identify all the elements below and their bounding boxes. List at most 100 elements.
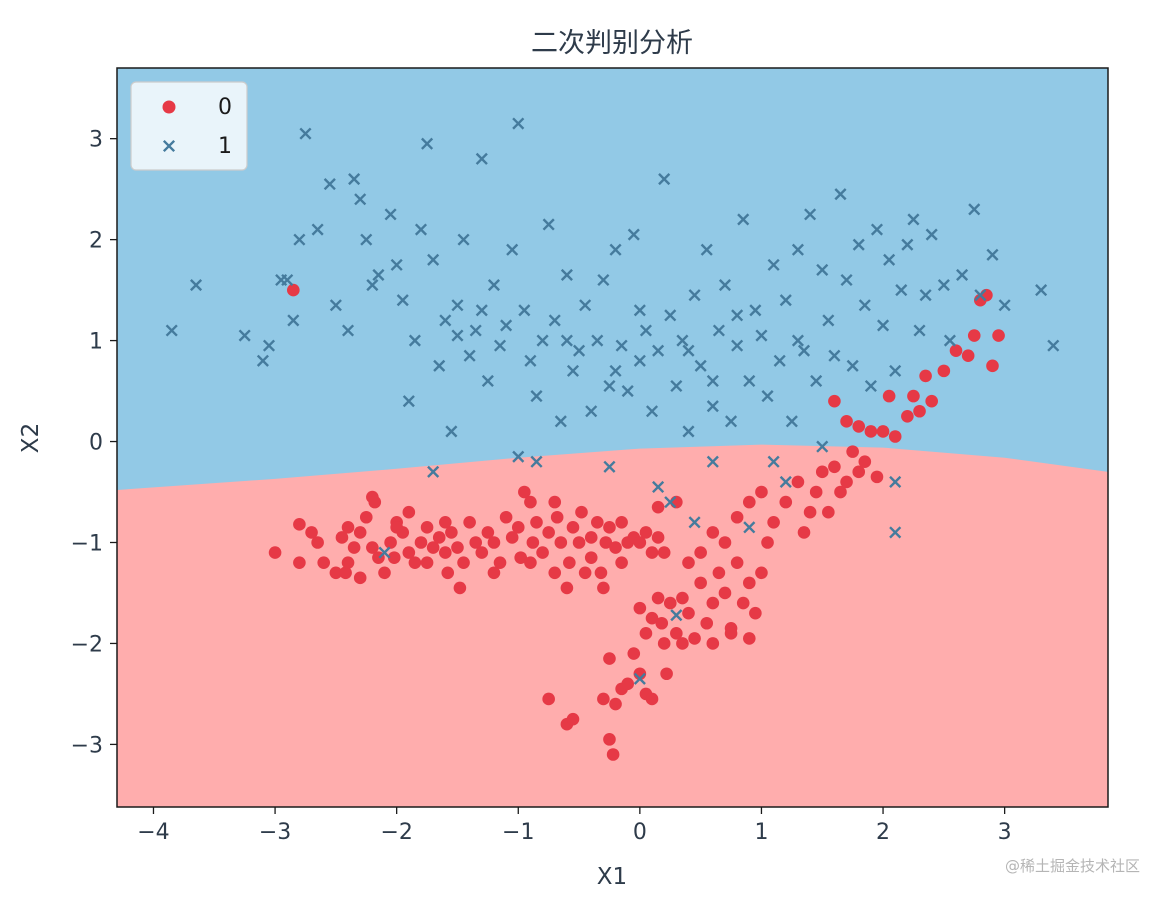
scatter-point-class-0: [384, 536, 397, 549]
scatter-point-class-0: [530, 516, 543, 529]
scatter-point-class-1: [524, 354, 537, 367]
scatter-point-class-0: [742, 632, 756, 645]
scatter-point-class-1: [712, 324, 725, 337]
x-tick-label: 1: [754, 820, 768, 845]
scatter-point-class-1: [281, 273, 294, 287]
scatter-point-class-1: [481, 374, 494, 388]
scatter-point-class-1: [554, 415, 567, 428]
scatter-point-class-1: [579, 299, 592, 312]
scatter-point-class-1: [670, 609, 683, 622]
scatter-point-class-0: [451, 541, 464, 554]
scatter-point-class-1: [718, 279, 732, 292]
scatter-point-class-1: [633, 304, 646, 317]
scatter-point-class-0: [599, 536, 613, 549]
scatter-point-class-1: [354, 193, 367, 206]
scatter-point-class-0: [368, 495, 382, 509]
scatter-point-class-0: [986, 359, 999, 373]
scatter-point-class-1: [767, 258, 780, 271]
scatter-point-class-1: [165, 324, 178, 337]
scatter-point-class-1: [864, 379, 877, 393]
scatter-point-class-0: [803, 505, 817, 519]
scatter-point-class-1: [852, 238, 865, 251]
legend: 0 1: [130, 81, 248, 171]
y-tick-label: 1: [89, 330, 103, 355]
scatter-point-class-0: [353, 571, 367, 585]
scatter-point-class-1: [487, 279, 500, 292]
scatter-point-class-1: [390, 258, 403, 271]
scatter-point-class-1: [974, 289, 987, 302]
scatter-point-class-0: [341, 521, 355, 534]
scatter-point-class-1: [615, 339, 628, 352]
scatter-point-class-1: [773, 354, 786, 367]
scatter-point-class-0: [441, 566, 455, 580]
scatter-point-class-0: [730, 510, 744, 524]
scatter-point-class-0: [347, 541, 361, 554]
scatter-point-class-0: [834, 485, 847, 499]
scatter-point-class-1: [639, 324, 652, 337]
scatter-point-class-1: [834, 188, 847, 201]
scatter-point-class-1: [804, 208, 817, 221]
scatter-point-class-1: [299, 127, 312, 140]
scatter-point-class-1: [816, 440, 829, 453]
scatter-point-class-0: [566, 521, 580, 534]
watermark-text: @稀土掘金技术社区: [1004, 857, 1140, 875]
scatter-point-class-0: [876, 425, 890, 438]
scatter-point-class-0: [657, 546, 671, 559]
scatter-point-class-1: [828, 349, 841, 362]
scatter-point-class-0: [645, 692, 659, 706]
scatter-point-class-0: [846, 445, 859, 458]
scatter-point-class-1: [652, 480, 665, 494]
scatter-point-class-0: [594, 566, 608, 580]
chart-title: 二次判别分析: [531, 28, 693, 59]
scatter-point-class-1: [560, 268, 573, 282]
scatter-point-class-0: [736, 596, 750, 610]
scatter-point-class-0: [621, 677, 634, 691]
scatter-point-class-1: [785, 415, 798, 428]
scatter-point-class-0: [317, 556, 331, 569]
scatter-point-class-1: [512, 450, 525, 463]
scatter-point-class-0: [615, 556, 628, 569]
series-0-points: [268, 283, 1005, 761]
scatter-point-class-1: [1047, 339, 1060, 352]
scatter-point-class-0: [493, 556, 507, 569]
scatter-point-class-1: [737, 213, 750, 226]
scatter-point-class-0: [651, 531, 665, 544]
scatter-point-class-0: [426, 541, 440, 554]
scatter-point-class-1: [262, 339, 276, 352]
scatter-point-class-0: [815, 465, 829, 479]
scatter-point-class-0: [742, 495, 756, 509]
scatter-point-class-1: [986, 248, 999, 261]
scatter-point-class-1: [779, 294, 792, 307]
scatter-point-class-1: [889, 526, 902, 539]
scatter-point-class-0: [514, 551, 527, 564]
scatter-point-class-0: [822, 505, 835, 519]
scatter-point-class-0: [767, 516, 780, 529]
scatter-point-class-1: [968, 203, 981, 216]
scatter-point-class-0: [487, 566, 501, 580]
scatter-point-class-1: [323, 178, 336, 191]
scatter-point-class-0: [925, 394, 938, 408]
scatter-point-class-0: [706, 526, 720, 539]
scatter-point-class-1: [791, 243, 804, 256]
scatter-point-class-1: [919, 289, 932, 302]
scatter-point-class-1: [469, 324, 482, 337]
scatter-point-class-0: [575, 505, 588, 519]
scatter-point-class-0: [694, 576, 707, 590]
scatter-point-class-1: [621, 385, 634, 398]
scatter-point-class-0: [840, 475, 853, 489]
scatter-point-class-0: [584, 531, 598, 544]
scatter-point-class-1: [293, 233, 306, 246]
scatter-point-class-0: [870, 470, 884, 484]
scatter-point-class-1: [421, 137, 434, 150]
scatter-point-class-1: [457, 233, 470, 246]
scatter-point-class-1: [761, 390, 774, 403]
scatter-point-class-1: [779, 475, 792, 488]
scatter-point-class-1: [943, 334, 956, 347]
legend-marker-0: [162, 100, 176, 114]
scatter-point-class-0: [755, 566, 768, 580]
x-axis-label: X1: [597, 864, 627, 890]
scatter-point-class-0: [852, 420, 866, 433]
scatter-point-class-0: [597, 581, 610, 595]
scatter-point-class-1: [585, 405, 598, 418]
